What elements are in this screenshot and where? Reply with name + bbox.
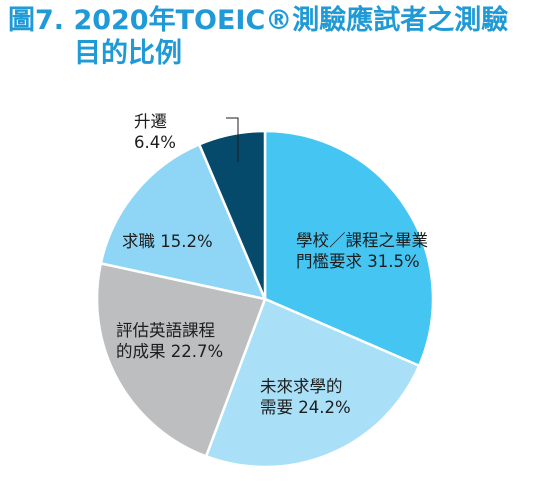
slice-label-1-line-1: 學校／課程之畢業 — [296, 231, 428, 250]
pie-slice-1 — [263, 129, 435, 367]
slice-label-3: 評估英語課程的成果 22.7% — [116, 321, 223, 361]
chart-title-line-1: 圖7. 2020年TOEIC®測驗應試者之測驗 — [8, 5, 509, 36]
pie-slice-2 — [204, 297, 421, 469]
slice-label-2-line-2: 需要 24.2% — [260, 398, 351, 417]
slice-label-2-line-1: 未來求學的 — [260, 377, 343, 396]
pie-slice-3 — [95, 262, 267, 458]
slice-label-4-line-1: 求職 15.2% — [122, 232, 213, 251]
slice-label-1: 學校／課程之畢業門檻要求 31.5% — [296, 231, 428, 271]
leader-line — [226, 117, 239, 162]
slice-label-5-line-2: 6.4% — [134, 133, 176, 152]
slice-label-5: 升遷 6.4% — [134, 112, 176, 152]
slice-label-2: 未來求學的需要 24.2% — [260, 377, 351, 417]
slice-label-1-line-2: 門檻要求 31.5% — [296, 252, 420, 271]
chart-title: 圖7. 2020年TOEIC®測驗應試者之測驗 目的比例 — [8, 4, 528, 70]
slice-label-3-line-1: 評估英語課程 — [116, 321, 215, 340]
chart-title-line-2: 目的比例 — [74, 38, 182, 69]
pie-slice-5 — [197, 129, 267, 301]
slice-label-5-line-1: 升遷 — [134, 112, 167, 131]
slice-label-4: 求職 15.2% — [122, 232, 213, 251]
pie-slice-4 — [99, 143, 267, 301]
slice-label-3-line-2: 的成果 22.7% — [116, 342, 223, 361]
